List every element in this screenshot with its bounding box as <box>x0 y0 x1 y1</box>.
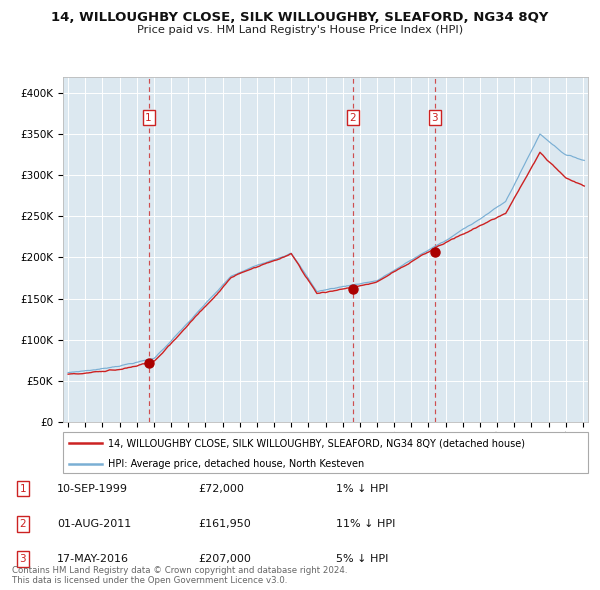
Text: 01-AUG-2011: 01-AUG-2011 <box>57 519 131 529</box>
Text: HPI: Average price, detached house, North Kesteven: HPI: Average price, detached house, Nort… <box>107 459 364 469</box>
Text: 1% ↓ HPI: 1% ↓ HPI <box>336 484 388 493</box>
Text: 2: 2 <box>349 113 356 123</box>
Text: 1: 1 <box>19 484 26 493</box>
Text: 14, WILLOUGHBY CLOSE, SILK WILLOUGHBY, SLEAFORD, NG34 8QY: 14, WILLOUGHBY CLOSE, SILK WILLOUGHBY, S… <box>52 11 548 24</box>
Text: Contains HM Land Registry data © Crown copyright and database right 2024.: Contains HM Land Registry data © Crown c… <box>12 566 347 575</box>
Text: £72,000: £72,000 <box>198 484 244 493</box>
Text: 1: 1 <box>145 113 152 123</box>
Text: 5% ↓ HPI: 5% ↓ HPI <box>336 555 388 564</box>
Text: 3: 3 <box>19 555 26 564</box>
FancyBboxPatch shape <box>63 432 588 473</box>
Text: This data is licensed under the Open Government Licence v3.0.: This data is licensed under the Open Gov… <box>12 576 287 585</box>
Text: £161,950: £161,950 <box>198 519 251 529</box>
Text: 10-SEP-1999: 10-SEP-1999 <box>57 484 128 493</box>
Text: £207,000: £207,000 <box>198 555 251 564</box>
Text: 3: 3 <box>431 113 438 123</box>
Text: 14, WILLOUGHBY CLOSE, SILK WILLOUGHBY, SLEAFORD, NG34 8QY (detached house): 14, WILLOUGHBY CLOSE, SILK WILLOUGHBY, S… <box>107 438 524 448</box>
Text: 11% ↓ HPI: 11% ↓ HPI <box>336 519 395 529</box>
Text: 2: 2 <box>19 519 26 529</box>
Text: Price paid vs. HM Land Registry's House Price Index (HPI): Price paid vs. HM Land Registry's House … <box>137 25 463 35</box>
Text: 17-MAY-2016: 17-MAY-2016 <box>57 555 129 564</box>
